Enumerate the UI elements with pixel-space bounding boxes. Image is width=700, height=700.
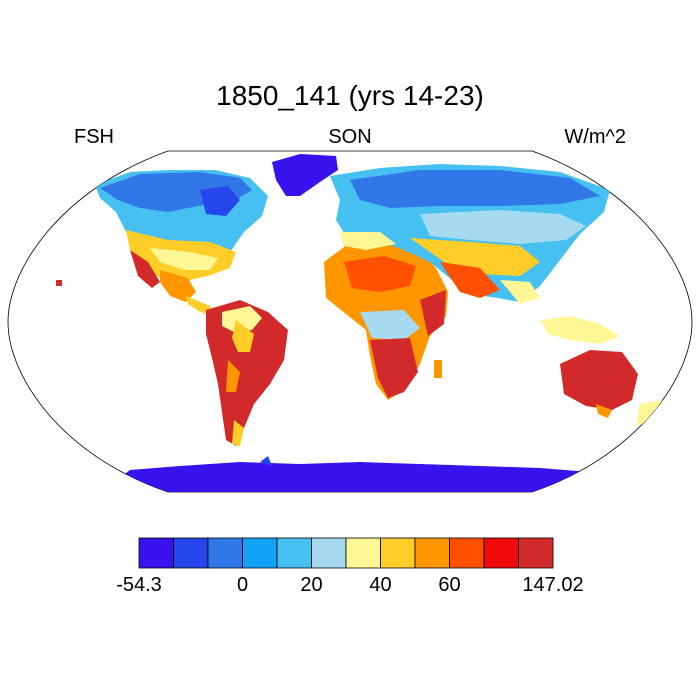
colorbar (138, 537, 554, 569)
colorbar-swatch (345, 537, 381, 569)
maritime-asia (540, 316, 620, 344)
colorbar-swatch (483, 537, 519, 569)
colorbar-tick-label: 40 (369, 574, 392, 596)
variable-label: FSH (74, 126, 114, 148)
africa (324, 240, 448, 400)
island-hawaii (56, 280, 62, 286)
map-title: 1850_141 (yrs 14-23) (216, 80, 484, 111)
island-madagascar (434, 360, 442, 378)
colorbar-tick-label: 0 (236, 574, 249, 596)
colorbar-swatch (518, 537, 554, 569)
antarctica-coast (260, 456, 272, 466)
colorbar-tick-label: -54.3 (116, 574, 162, 596)
colorbar-swatch (276, 537, 312, 569)
eurasia (330, 164, 610, 304)
colorbar-tick-label: 20 (300, 574, 323, 596)
colorbar-swatch (242, 537, 278, 569)
colorbar-swatch (173, 537, 209, 569)
colorbar-swatch (414, 537, 450, 569)
colorbar-swatch (311, 537, 347, 569)
colorbar-tick-label: 60 (438, 574, 461, 596)
colorbar-swatch (449, 537, 485, 569)
colorbar-tick-label: 147.02 (522, 574, 584, 596)
colorbar-swatch (138, 537, 174, 569)
antarctica (100, 462, 600, 492)
australia (560, 350, 638, 418)
south-america (206, 300, 288, 446)
colorbar-swatch (207, 537, 243, 569)
season-label: SON (328, 126, 372, 148)
greenland (272, 154, 338, 196)
colorbar-swatch (380, 537, 416, 569)
units-label: W/m^2 (564, 126, 626, 148)
